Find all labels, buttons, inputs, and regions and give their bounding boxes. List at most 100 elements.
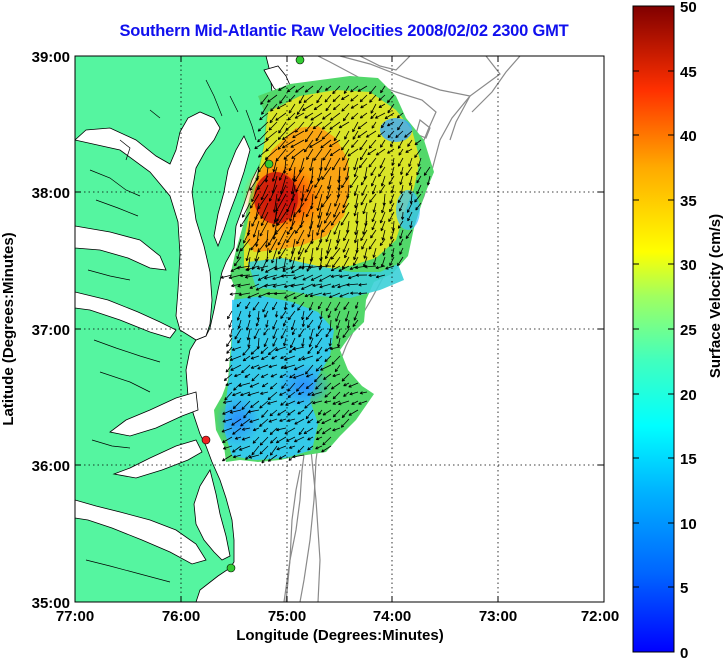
station-north-marker[interactable] (295, 56, 305, 65)
velocity-arrow (344, 130, 350, 140)
velocity-arrow (272, 157, 278, 173)
velocity-arrow (291, 301, 296, 308)
velocity-arrow (283, 301, 288, 311)
colorbar-tick-label: 0 (680, 645, 688, 659)
velocity-arrow (309, 328, 314, 340)
velocity-arrow (315, 337, 323, 349)
velocity-arrow (315, 436, 323, 441)
velocity-arrow (395, 130, 404, 139)
estuaries (75, 65, 293, 565)
velocity-arrow (275, 346, 287, 352)
velocity-arrow (352, 130, 359, 140)
velocity-arrow (257, 364, 269, 370)
velocity-arrow (342, 193, 350, 209)
velocity-arrow (301, 355, 314, 361)
velocity-arrow (314, 373, 323, 383)
velocity-arrow (325, 328, 332, 338)
velocity-arrow (416, 166, 422, 176)
velocity-arrow (321, 445, 332, 453)
velocity-arrow (259, 220, 269, 237)
velocity-arrow (357, 85, 368, 92)
station-duck-marker[interactable] (201, 435, 211, 445)
velocity-arrow (407, 211, 413, 222)
velocity-arrow (341, 175, 350, 189)
velocity-arrow (315, 382, 323, 390)
colorbar-label: Surface Velocity (cm/s) (707, 214, 724, 378)
velocity-arrow (305, 382, 314, 390)
velocity-arrow (279, 166, 287, 181)
velocity-arrow (397, 157, 404, 167)
velocity-arrow (374, 112, 386, 119)
velocity-arrow (309, 157, 314, 172)
tick-marks (75, 56, 604, 602)
station-hatteras-marker[interactable] (226, 563, 236, 573)
velocity-arrow (229, 409, 242, 414)
velocity-arrow (354, 229, 359, 244)
velocity-arrow (232, 454, 242, 459)
velocity-arrow (350, 85, 359, 93)
velocity-arrow (329, 346, 341, 351)
velocity-arrow (352, 121, 359, 133)
velocity-arrow (288, 157, 296, 172)
y-tick-label: 39:00 (32, 49, 70, 66)
velocity-arrow (293, 292, 305, 300)
velocity-arrow (260, 391, 269, 395)
velocity-arrow (303, 427, 314, 435)
velocity-arrow (358, 283, 368, 287)
velocity-arrow (316, 220, 323, 236)
velocity-arrow (232, 391, 242, 397)
velocity-arrow (238, 292, 251, 297)
velocity-arrow (296, 400, 305, 405)
velocity-arrow (270, 103, 278, 112)
velocity-arrow (407, 139, 413, 147)
velocity-arrow (236, 238, 242, 252)
velocity-arrow (287, 391, 296, 398)
velocity-arrow (325, 301, 332, 312)
velocity-arrow (371, 175, 377, 187)
velocity-arrow (249, 382, 260, 388)
velocity-arrow (340, 211, 350, 226)
velocity-arrow (407, 202, 413, 213)
velocity-arrow (312, 283, 323, 287)
velocity-arrow (398, 202, 404, 212)
velocity-arrow (371, 121, 377, 129)
velocity-arrow (332, 157, 341, 171)
velocity-arrow (359, 148, 368, 161)
velocity-arrow (379, 211, 386, 224)
velocity-arrow (223, 373, 233, 382)
colorbar-tick-label: 25 (680, 322, 697, 339)
velocity-arrow (307, 436, 314, 441)
velocity-arrow (324, 391, 332, 398)
velocity-arrow (330, 211, 341, 226)
velocity-arrow (388, 175, 395, 185)
velocity-arrow (273, 291, 287, 296)
velocity-arrow (332, 391, 341, 400)
velocity-arrow (259, 436, 269, 446)
velocity-arrow (306, 175, 314, 193)
velocity-arrow (329, 148, 341, 157)
velocity-arrow (293, 364, 305, 371)
velocity-arrow (234, 328, 242, 340)
velocity-arrow (260, 346, 269, 354)
velocity-arrow (414, 139, 422, 146)
velocity-arrow (322, 436, 332, 446)
velocity-arrow (426, 175, 431, 186)
velocity-arrow (399, 175, 404, 185)
velocity-arrow (261, 454, 269, 464)
velocity-arrow (328, 292, 341, 299)
velocity-arrow (225, 364, 233, 373)
velocity-arrow (332, 409, 341, 418)
velocity-arrow (280, 274, 296, 278)
velocity-arrow (251, 184, 260, 203)
velocity-arrow (325, 202, 332, 216)
velocity-arrow (254, 247, 260, 262)
velocity-arrow (304, 85, 314, 93)
colorbar-tick-label: 30 (680, 257, 697, 274)
velocity-arrow (247, 292, 260, 299)
velocity-arrow (341, 409, 350, 419)
velocity-arrow (269, 382, 278, 390)
velocity-arrow (332, 400, 341, 405)
station-delmarva-marker[interactable] (264, 159, 274, 169)
velocity-arrow (325, 103, 332, 112)
velocity-arrow (316, 193, 323, 212)
